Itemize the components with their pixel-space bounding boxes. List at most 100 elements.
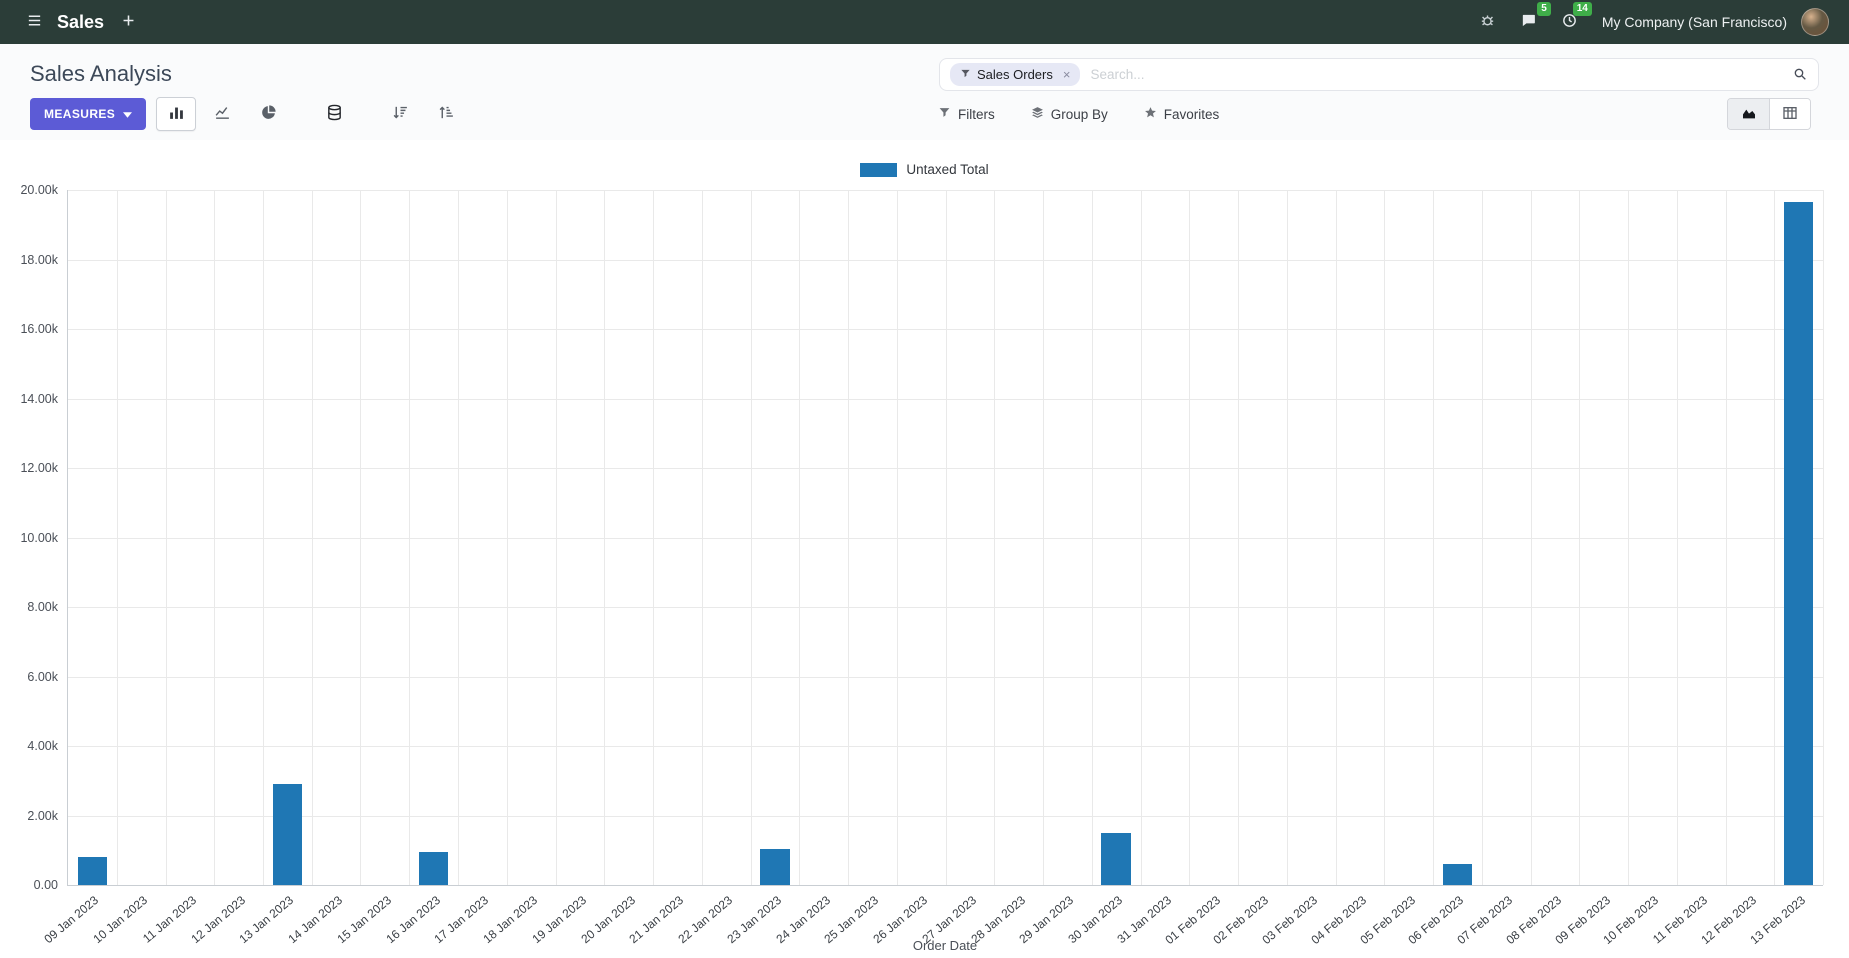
v-gridline <box>1237 190 1239 885</box>
v-gridline <box>652 190 654 885</box>
bar[interactable] <box>1783 202 1814 885</box>
v-gridline <box>1725 190 1727 885</box>
v-gridline <box>1091 190 1093 885</box>
measures-label: MEASURES <box>44 107 116 121</box>
star-icon <box>1144 106 1157 122</box>
bar[interactable] <box>418 852 449 885</box>
y-tick-label: 18.00k <box>20 252 58 267</box>
v-gridline <box>848 190 849 885</box>
bar-chart-button[interactable] <box>156 97 197 131</box>
search-facet-label: Sales Orders <box>977 66 1053 82</box>
legend-swatch <box>860 162 898 177</box>
line-chart-button[interactable] <box>202 97 242 131</box>
favorites-label: Favorites <box>1163 106 1220 122</box>
sort-descending-icon <box>392 104 409 124</box>
chevron-down-icon <box>123 107 133 121</box>
v-gridline <box>750 190 752 885</box>
y-tick-label: 10.00k <box>20 530 58 545</box>
favorites-button[interactable]: Favorites <box>1144 106 1220 122</box>
y-tick-label: 12.00k <box>20 461 58 475</box>
debug-button[interactable] <box>1469 0 1506 44</box>
v-gridline <box>701 190 703 885</box>
stacked-toggle-button[interactable] <box>314 97 354 131</box>
v-gridline <box>896 190 898 885</box>
v-gridline <box>1530 190 1532 885</box>
group-by-button[interactable]: Group By <box>1031 106 1108 122</box>
bar[interactable] <box>272 784 303 885</box>
y-tick-label: 20.00k <box>20 183 58 197</box>
v-gridline <box>360 190 362 885</box>
area-chart-icon <box>1741 105 1757 124</box>
v-gridline <box>1579 190 1581 885</box>
v-gridline <box>116 190 118 885</box>
activities-badge: 14 <box>1572 2 1592 16</box>
v-gridline <box>604 190 606 885</box>
search-input[interactable] <box>1090 66 1792 82</box>
v-gridline <box>555 190 557 885</box>
chart-legend[interactable]: Untaxed Total <box>0 162 1849 177</box>
y-tick-label: 6.00k <box>27 669 58 684</box>
sort-ascending-button[interactable] <box>426 97 466 131</box>
y-tick-label: 0.00 <box>33 878 58 892</box>
v-gridline <box>994 190 996 885</box>
y-tick-label: 14.00k <box>20 391 58 406</box>
pie-chart-button[interactable] <box>248 97 288 131</box>
y-tick-label: 8.00k <box>27 600 58 614</box>
facet-remove-button[interactable]: × <box>1062 66 1071 82</box>
v-gridline <box>1335 190 1337 885</box>
plus-button[interactable] <box>110 0 147 44</box>
v-gridline <box>1628 190 1629 885</box>
v-gridline <box>1140 190 1142 885</box>
bar[interactable] <box>1101 832 1131 885</box>
search-facet[interactable]: Sales Orders × <box>950 62 1081 86</box>
measures-button[interactable]: MEASURES <box>30 98 147 130</box>
navbar: Sales 5 14 My Company (San Francisco) <box>0 0 1849 44</box>
chart-plot: 0.00 2.00k 4.00k 6.00k 8.00k 10.00k 12.00k 14.0… <box>20 183 1824 947</box>
company-switcher[interactable]: My Company (San Francisco) <box>1601 14 1787 30</box>
bar[interactable] <box>77 857 108 885</box>
y-tick-label: 2.00k <box>27 808 58 823</box>
group-by-label: Group By <box>1050 106 1108 122</box>
database-icon <box>326 104 343 124</box>
view-switcher <box>1727 98 1811 130</box>
bar[interactable] <box>760 848 790 885</box>
funnel-icon <box>938 106 951 122</box>
x-axis-title: Order Date <box>912 938 978 953</box>
user-avatar[interactable] <box>1801 8 1829 36</box>
v-gridline <box>409 190 411 885</box>
filters-label: Filters <box>958 106 995 122</box>
y-tick-label: 16.00k <box>20 322 58 336</box>
v-gridline <box>1384 190 1386 885</box>
bar[interactable] <box>1442 864 1473 885</box>
bug-icon <box>1479 12 1496 32</box>
bar-chart-icon <box>168 104 185 124</box>
activities-button[interactable]: 14 <box>1551 0 1592 44</box>
pivot-view-button[interactable] <box>1769 99 1810 129</box>
v-gridline <box>506 190 508 885</box>
graph-view-button[interactable] <box>1728 99 1769 129</box>
messages-button[interactable]: 5 <box>1510 0 1551 44</box>
v-gridline <box>799 190 801 885</box>
page-title: Sales Analysis <box>30 61 172 86</box>
app-name[interactable]: Sales <box>57 11 105 32</box>
legend-label: Untaxed Total <box>906 162 989 177</box>
chat-icon <box>1520 12 1537 32</box>
navbar-systray: 5 14 My Company (San Francisco) <box>1469 0 1833 44</box>
y-tick-label: 4.00k <box>27 739 58 753</box>
pivot-table-icon <box>1782 105 1798 124</box>
clock-icon <box>1561 12 1578 32</box>
v-gridline <box>1676 190 1678 885</box>
sort-descending-button[interactable] <box>380 97 420 131</box>
v-gridline <box>1433 190 1434 885</box>
apps-menu-button[interactable] <box>16 0 53 44</box>
plus-icon <box>120 12 137 32</box>
pie-chart-icon <box>260 104 277 124</box>
v-gridline <box>263 190 264 885</box>
filters-button[interactable]: Filters <box>938 106 995 122</box>
search-bar[interactable]: Sales Orders × <box>939 57 1819 91</box>
search-icon[interactable] <box>1792 66 1808 82</box>
v-gridline <box>311 190 313 885</box>
line-chart-icon <box>214 104 231 124</box>
layers-icon <box>1031 106 1044 122</box>
v-gridline <box>214 190 216 885</box>
